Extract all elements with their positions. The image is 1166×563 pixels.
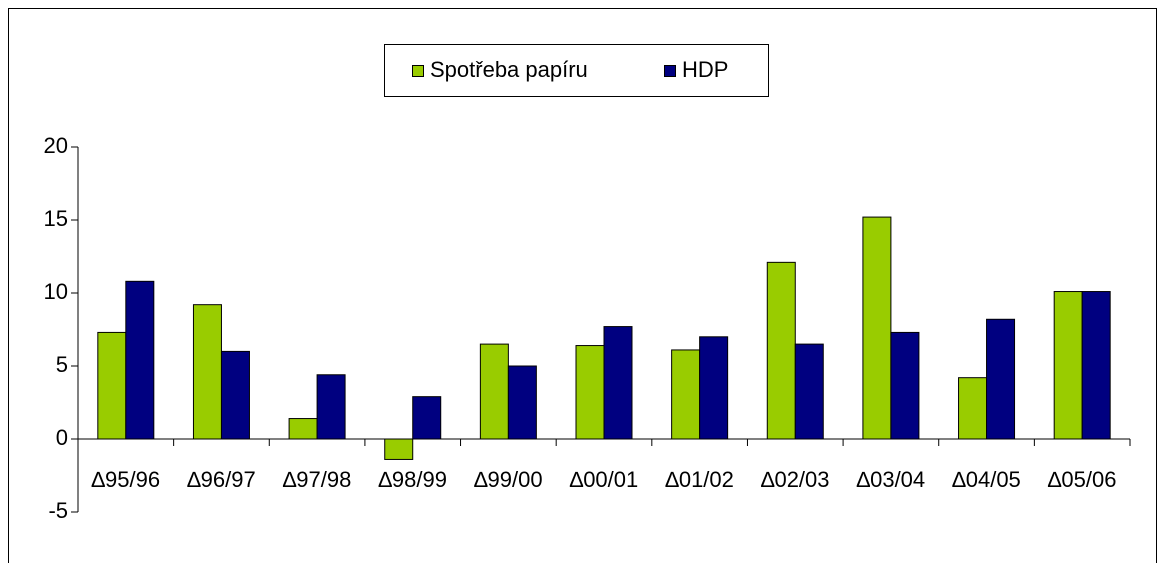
legend-box [384, 44, 769, 97]
bar [507, 365, 537, 440]
bar [1053, 291, 1083, 440]
x-tick-label: ∆97/98 [283, 467, 352, 492]
bar [412, 396, 442, 440]
bar [575, 345, 605, 440]
x-tick-label: ∆99/00 [474, 467, 543, 492]
bar [958, 377, 988, 440]
bar [699, 336, 729, 440]
y-tick-label: 20 [44, 133, 68, 158]
y-tick-label: 0 [56, 425, 68, 450]
bar [794, 343, 824, 440]
x-tick-label: ∆04/05 [952, 467, 1021, 492]
bar [890, 331, 920, 440]
bar [288, 418, 318, 440]
y-tick-label: 10 [44, 279, 68, 304]
bar [220, 350, 250, 440]
bar [603, 326, 633, 440]
bar [766, 261, 796, 440]
y-tick-label: 15 [44, 206, 68, 231]
x-tick-label: ∆98/99 [378, 467, 447, 492]
legend-label: Spotřeba papíru [430, 57, 588, 82]
legend: Spotřeba papíru HDP [384, 44, 769, 97]
x-tick-label: ∆03/04 [857, 467, 926, 492]
bar [384, 438, 414, 460]
bar [862, 216, 892, 440]
x-tick-label: ∆05/06 [1048, 467, 1117, 492]
x-tick-label: ∆00/01 [570, 467, 639, 492]
legend-label: HDP [682, 57, 728, 82]
bar [479, 343, 509, 440]
legend-swatch [664, 65, 676, 77]
x-tick-label: ∆95/96 [92, 467, 161, 492]
bar [316, 374, 346, 440]
x-tick-label: ∆96/97 [187, 467, 256, 492]
bar [97, 331, 127, 440]
y-tick-label: 5 [56, 352, 68, 377]
bar [671, 349, 701, 440]
bar [1081, 291, 1111, 440]
legend-swatch [412, 65, 424, 77]
bar [192, 304, 222, 440]
bar [986, 318, 1016, 440]
x-tick-label: ∆01/02 [665, 467, 734, 492]
chart-border [8, 8, 1157, 563]
y-tick-label: -5 [48, 498, 68, 523]
x-tick-label: ∆02/03 [761, 467, 830, 492]
bar [125, 280, 155, 440]
